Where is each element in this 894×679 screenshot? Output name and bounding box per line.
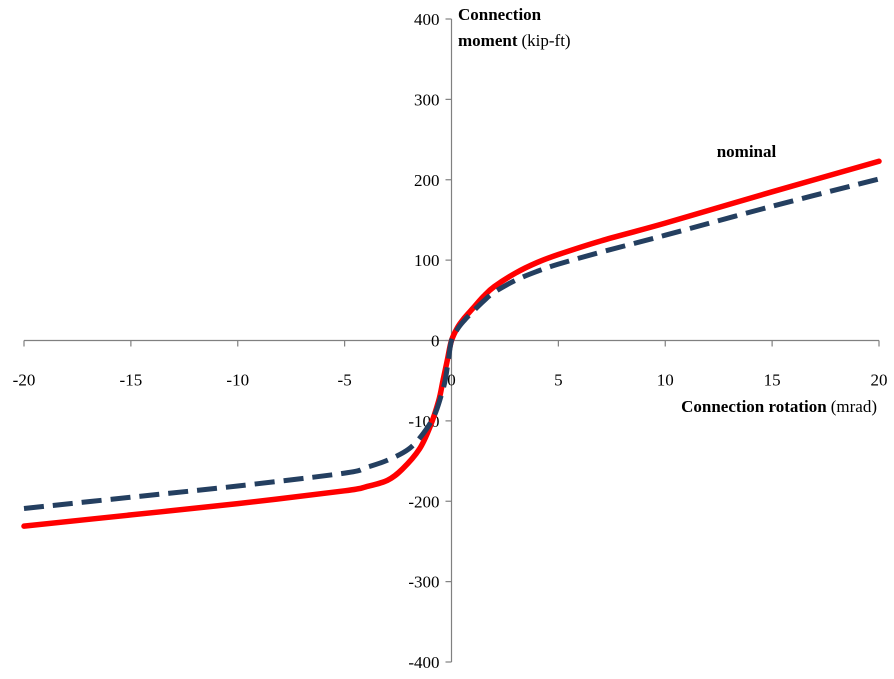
x-tick-label-7: 15 (764, 371, 781, 390)
x-axis-title: Connection rotation (mrad) (681, 397, 877, 416)
labels-layer: Connection moment (kip-ft) Connection rot… (458, 5, 877, 416)
x-tick-label-0: -20 (13, 371, 36, 390)
x-axis-title-unit: (mrad) (831, 397, 877, 416)
x-tick-label-8: 20 (871, 371, 888, 390)
y-tick-label-6: 200 (414, 171, 440, 190)
series-layer (21, 158, 882, 529)
x-tick-label-3: -5 (338, 371, 352, 390)
series-line-1 (23, 176, 880, 511)
y-tick-label-4: 0 (431, 332, 440, 351)
y-axis-title-line2: moment (kip-ft) (458, 31, 571, 50)
y-tick-label-7: 300 (414, 90, 440, 109)
x-axis-title-bold: Connection rotation (681, 397, 827, 416)
x-tick-label-6: 10 (657, 371, 674, 390)
x-tick-label-1: -15 (120, 371, 143, 390)
y-tick-label-0: -400 (408, 653, 439, 672)
axes: -20 -15 -10 -5 0 5 10 15 20-400-300-200-10001002… (13, 10, 888, 672)
y-tick-label-8: 400 (414, 10, 440, 29)
y-axis-title-bold: moment (458, 31, 518, 50)
x-tick-label-4: 0 (447, 371, 456, 390)
y-axis-title-unit: (kip-ft) (521, 31, 570, 50)
y-tick-label-5: 100 (414, 251, 440, 270)
x-tick-label-5: 5 (554, 371, 563, 390)
y-axis-title-line1: Connection (458, 5, 542, 24)
x-tick-label-2: -10 (226, 371, 249, 390)
y-tick-label-2: -200 (408, 492, 439, 511)
series-label-nominal: nominal (717, 142, 777, 161)
y-tick-label-1: -300 (408, 573, 439, 592)
